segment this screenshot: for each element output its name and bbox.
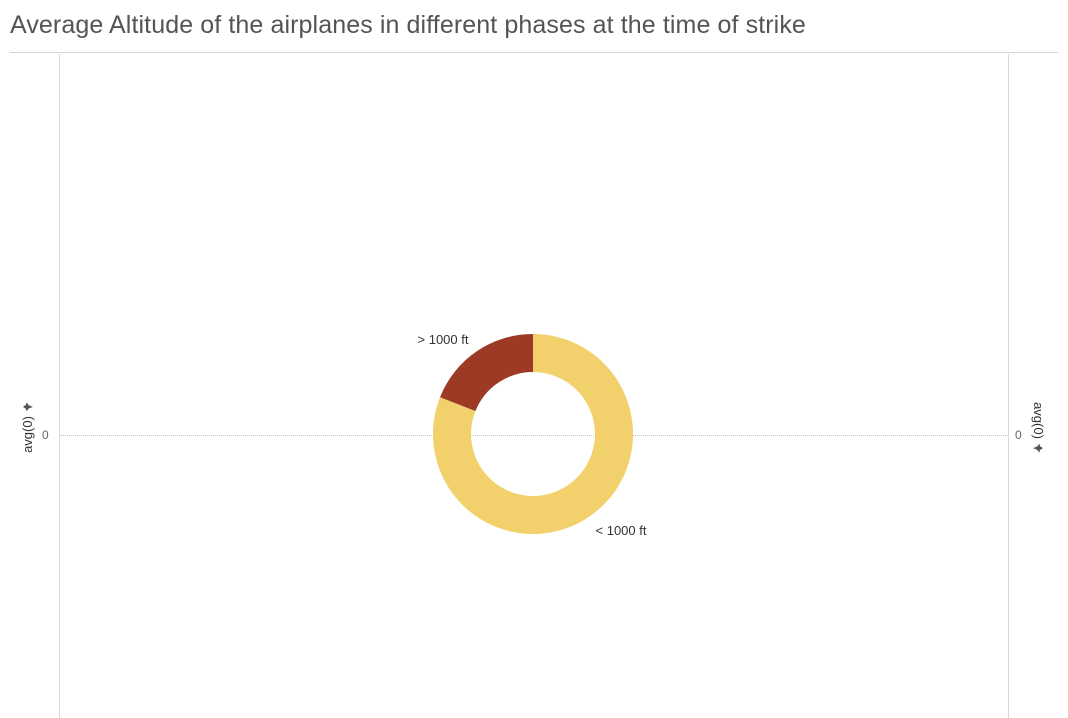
right-axis-line bbox=[1008, 54, 1009, 718]
title-divider bbox=[10, 52, 1058, 53]
left-axis-title[interactable]: avg(0) bbox=[20, 402, 35, 453]
left-axis-line bbox=[59, 54, 60, 718]
right-axis-title[interactable]: avg(0) bbox=[1031, 402, 1046, 453]
donut-slice[interactable] bbox=[440, 334, 533, 412]
pin-icon[interactable] bbox=[1033, 443, 1044, 453]
donut-slice[interactable] bbox=[432, 334, 633, 535]
zero-reference-line bbox=[60, 435, 1008, 436]
slice-label: > 1000 ft bbox=[418, 332, 469, 347]
right-axis-tick-label: 0 bbox=[1015, 428, 1022, 442]
slice-label: < 1000 ft bbox=[596, 523, 647, 538]
chart-title: Average Altitude of the airplanes in dif… bbox=[10, 11, 806, 39]
pin-icon[interactable] bbox=[22, 402, 33, 412]
left-axis-tick-label: 0 bbox=[42, 428, 49, 442]
